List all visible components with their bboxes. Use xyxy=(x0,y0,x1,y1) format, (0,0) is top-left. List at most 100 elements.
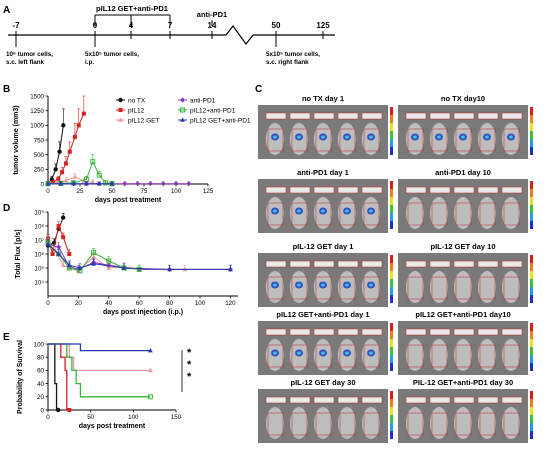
legend-label: pIL12 GET+anti-PD1 xyxy=(190,117,251,124)
data-point xyxy=(72,135,77,140)
chart-d: 10⁴ 10⁵ 10⁶ 10⁷ 10⁸ 10⁹ 0 20 40 60 80 100 120 days po… xyxy=(15,209,238,316)
mouse-label-tag xyxy=(265,186,287,194)
mouse-label-tag xyxy=(361,260,383,268)
x-tick-label: 60 xyxy=(136,300,143,307)
x-tick-label: 50 xyxy=(87,414,94,421)
timeline: -70471450125pIL12 GET+anti-PD1anti-PD110… xyxy=(6,4,335,66)
mouse-silhouette xyxy=(478,407,496,439)
legend-label: pIL12+anti-PD1 xyxy=(190,107,236,114)
mouse-silhouette xyxy=(362,407,380,439)
legend-label: pIL12 GET xyxy=(128,117,159,124)
color-scale-bar xyxy=(390,295,393,303)
roi-box xyxy=(479,344,496,368)
y-axis-label: Total Flux [p/s] xyxy=(15,229,22,278)
y-tick-label: 10⁸ xyxy=(35,223,45,230)
roi-box xyxy=(339,344,356,368)
roi-box xyxy=(431,344,448,368)
timeline-tick-label: -7 xyxy=(12,21,20,30)
data-point xyxy=(60,262,66,267)
mouse-silhouette xyxy=(338,407,356,439)
color-scale-bar xyxy=(390,323,393,331)
roi-box xyxy=(291,202,308,226)
x-axis-label: days post treatment xyxy=(79,423,146,430)
mouse-label-tag xyxy=(337,186,359,194)
imaging-title: pIL12 GET+anti-PD1 day 1 xyxy=(276,310,369,319)
x-tick-label: 50 xyxy=(109,188,116,195)
legend-marker xyxy=(180,97,185,103)
color-scale-bar xyxy=(530,279,533,287)
imaging-grid: no TX day 1 no TX day10 anti-PD1 day 1 anti… xyxy=(258,94,533,443)
x-axis-label: days post injection (i.p.) xyxy=(103,309,183,316)
bioluminescence-core xyxy=(369,135,373,139)
roi-box xyxy=(431,412,448,436)
x-tick-label: 40 xyxy=(105,300,112,307)
data-point xyxy=(51,180,56,185)
color-scale-bar xyxy=(530,205,533,213)
color-scale-bar xyxy=(390,123,393,131)
data-point xyxy=(45,181,51,186)
data-point xyxy=(228,266,233,272)
roi-box xyxy=(267,344,284,368)
roi-box xyxy=(291,412,308,436)
series-line xyxy=(48,343,59,411)
mouse-silhouette xyxy=(430,271,448,303)
mouse-label-tag xyxy=(501,328,523,336)
roi-box xyxy=(315,344,332,368)
mouse-label-tag xyxy=(429,396,451,404)
mouse-label-tag xyxy=(453,112,475,120)
color-scale-bar xyxy=(390,279,393,287)
color-scale-bar xyxy=(530,339,533,347)
color-scale-bar xyxy=(530,139,533,147)
bioluminescence-core xyxy=(321,135,325,139)
data-point xyxy=(58,181,64,186)
mouse-silhouette xyxy=(406,197,424,229)
bioluminescence-core xyxy=(273,135,277,139)
data-point xyxy=(77,265,83,270)
series-line xyxy=(48,343,151,352)
mouse-silhouette xyxy=(454,339,472,371)
mouse-silhouette xyxy=(502,197,520,229)
data-point xyxy=(148,181,153,187)
mouse-label-tag xyxy=(429,260,451,268)
bioluminescence-core xyxy=(461,135,465,139)
data-point xyxy=(45,241,51,246)
mouse-label-tag xyxy=(337,328,359,336)
x-tick-label: 100 xyxy=(171,188,182,195)
bioluminescence-core xyxy=(273,209,277,213)
roi-box xyxy=(267,276,284,300)
color-scale-bar xyxy=(530,115,533,123)
color-scale-bar xyxy=(530,147,533,155)
data-point xyxy=(121,265,127,270)
color-scale-bar xyxy=(390,221,393,229)
mouse-silhouette xyxy=(430,197,448,229)
y-tick-label: 80 xyxy=(37,355,44,362)
mouse-label-tag xyxy=(477,328,499,336)
color-scale-bar xyxy=(530,391,533,399)
imaging-title: pIL-12 GET day 30 xyxy=(290,378,355,387)
mouse-label-tag xyxy=(501,112,523,120)
data-point xyxy=(81,111,86,116)
data-point xyxy=(96,181,102,186)
y-tick-label: 750 xyxy=(34,137,45,144)
data-point xyxy=(61,235,66,240)
color-scale-bar xyxy=(530,107,533,115)
mouse-silhouette xyxy=(454,271,472,303)
x-tick-label: 0 xyxy=(46,414,50,421)
mouse-label-tag xyxy=(453,396,475,404)
y-tick-label: 1000 xyxy=(30,123,44,130)
data-point xyxy=(67,149,72,154)
data-point xyxy=(135,181,140,187)
roi-box xyxy=(479,276,496,300)
y-tick-label: 0 xyxy=(41,407,45,414)
roi-box xyxy=(291,344,308,368)
significance-star: * xyxy=(187,347,192,359)
legend-marker xyxy=(118,117,123,122)
timeline-bottom-label: 10⁶ tumor cells, xyxy=(6,51,53,58)
mouse-label-tag xyxy=(313,186,335,194)
y-tick-label: 10⁴ xyxy=(34,279,44,286)
roi-box xyxy=(455,202,472,226)
mouse-label-tag xyxy=(477,186,499,194)
color-scale-bar xyxy=(390,263,393,271)
roi-box xyxy=(363,128,380,152)
roi-box xyxy=(407,202,424,226)
